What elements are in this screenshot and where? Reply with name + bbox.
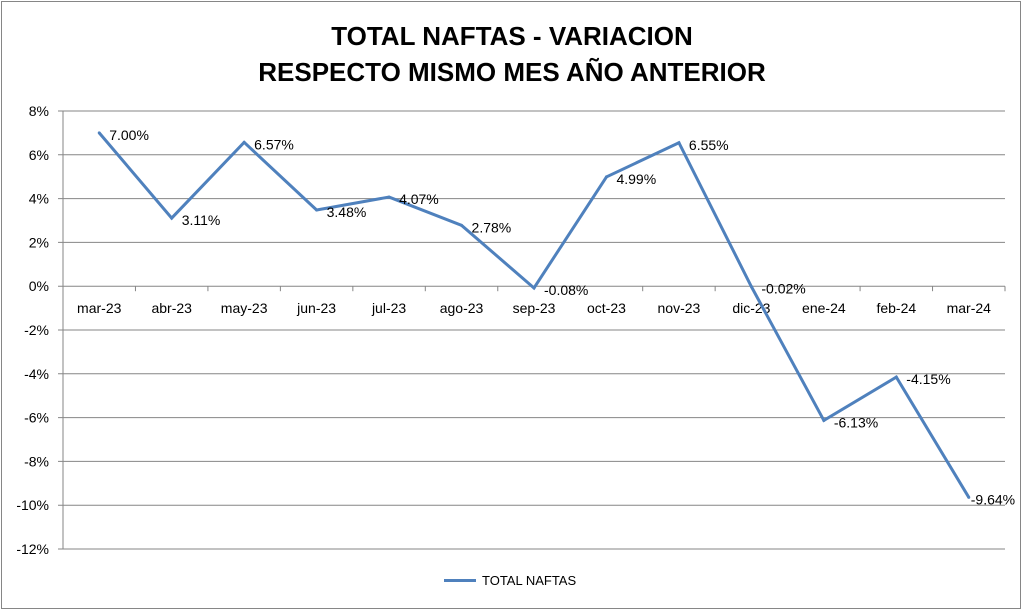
data-point: [242, 140, 246, 144]
y-tick-label: -12%: [16, 541, 49, 557]
data-label: -0.08%: [544, 282, 588, 298]
data-point: [967, 495, 971, 499]
data-label: 4.07%: [399, 191, 439, 207]
x-tick-label: ago-23: [440, 300, 484, 316]
y-tick-label: 2%: [29, 234, 49, 250]
data-label: 7.00%: [109, 127, 149, 143]
chart-title-line-2: RESPECTO MISMO MES AÑO ANTERIOR: [258, 57, 766, 87]
legend-label: TOTAL NAFTAS: [482, 573, 577, 588]
x-tick-label: nov-23: [658, 300, 701, 316]
x-tick-label: may-23: [221, 300, 268, 316]
data-label: -9.64%: [971, 491, 1015, 507]
data-point: [460, 223, 464, 227]
x-tick-label: mar-24: [947, 300, 992, 316]
y-tick-label: 8%: [29, 103, 49, 119]
x-tick-label: jun-23: [296, 300, 336, 316]
data-point: [97, 131, 101, 135]
x-tick-label: oct-23: [587, 300, 626, 316]
data-point: [822, 418, 826, 422]
data-point: [387, 195, 391, 199]
legend: TOTAL NAFTAS: [444, 573, 576, 588]
data-label: -6.13%: [834, 414, 878, 430]
x-tick-label: jul-23: [371, 300, 406, 316]
y-tick-label: -10%: [16, 497, 49, 513]
data-label: 3.48%: [327, 204, 367, 220]
x-tick-label: sep-23: [513, 300, 556, 316]
x-tick-label: ene-24: [802, 300, 846, 316]
y-tick-label: -8%: [24, 453, 49, 469]
data-label: 2.78%: [472, 219, 512, 235]
data-label: 3.11%: [182, 212, 221, 228]
data-point: [604, 175, 608, 179]
y-tick-label: -2%: [24, 322, 49, 338]
data-point: [749, 285, 753, 289]
x-tick-label: mar-23: [77, 300, 122, 316]
y-tick-label: -4%: [24, 366, 49, 382]
data-label: -0.02%: [761, 281, 805, 297]
chart-title: TOTAL NAFTAS - VARIACION RESPECTO MISMO …: [0, 18, 1024, 90]
data-point: [170, 216, 174, 220]
data-label: 6.57%: [254, 136, 294, 152]
data-point: [677, 141, 681, 145]
data-point: [532, 286, 536, 290]
x-tick-label: feb-24: [876, 300, 916, 316]
y-tick-label: 6%: [29, 147, 49, 163]
chart-title-line-1: TOTAL NAFTAS - VARIACION: [331, 21, 693, 51]
legend-swatch: [444, 579, 476, 582]
x-tick-label: abr-23: [151, 300, 192, 316]
y-tick-label: 0%: [29, 278, 49, 294]
data-label: 6.55%: [689, 137, 729, 153]
data-label: 4.99%: [616, 171, 656, 187]
data-point: [315, 208, 319, 212]
y-tick-label: 4%: [29, 191, 49, 207]
data-point: [894, 375, 898, 379]
data-label: -4.15%: [906, 371, 950, 387]
y-tick-label: -6%: [24, 410, 49, 426]
